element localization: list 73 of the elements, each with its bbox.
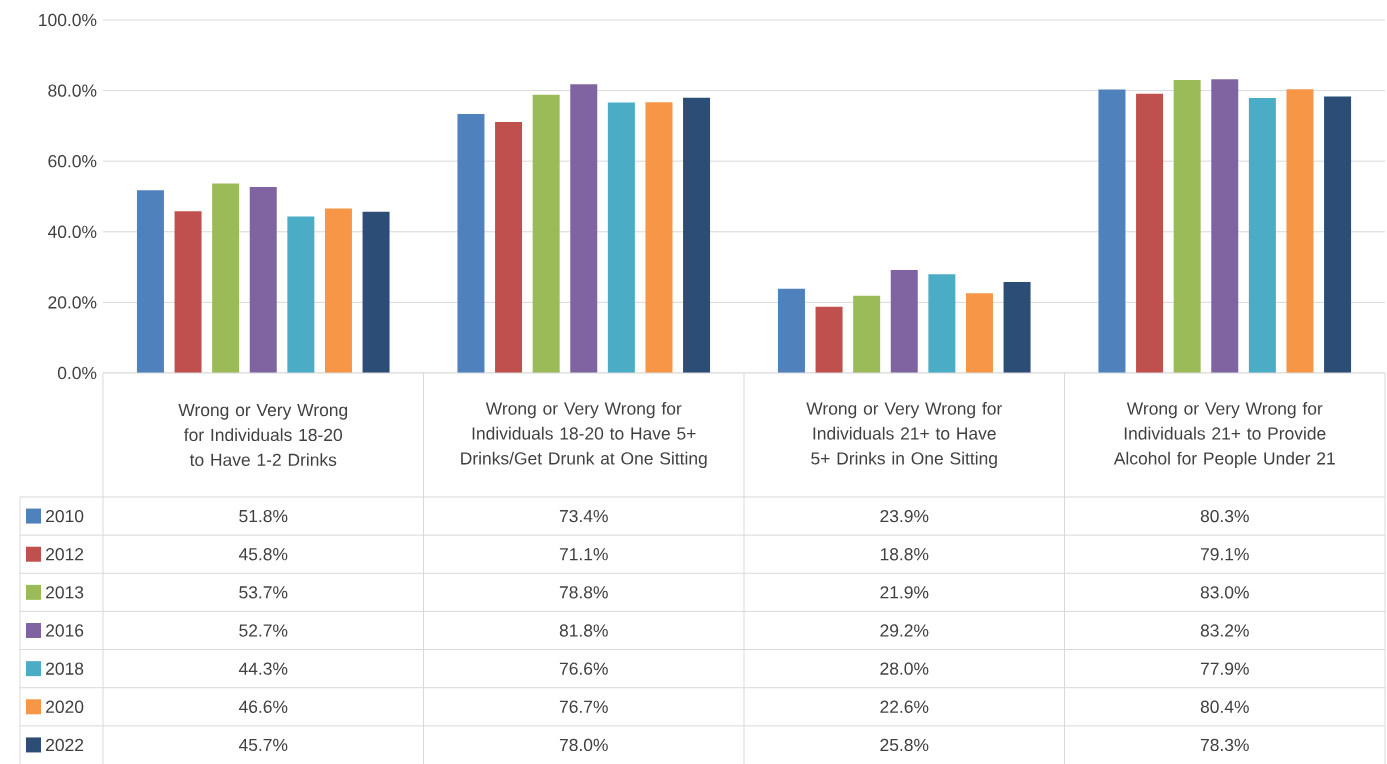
legend-label: 2012 (46, 548, 84, 561)
data-label: 18.8% (880, 548, 929, 561)
bar (212, 183, 240, 373)
bar (853, 295, 881, 373)
y-tick-label: 0.0% (57, 366, 97, 380)
x-tick-label: Wrong or Very Wrong for Individuals 21+ to Provide Alcohol for People Under 21 (1113, 401, 1335, 469)
bar (965, 293, 993, 373)
bar (777, 288, 805, 373)
legend-label: 2013 (46, 586, 84, 599)
data-label: 21.9% (880, 586, 929, 599)
bar (645, 102, 673, 373)
bar (495, 122, 523, 373)
data-label: 45.7% (238, 738, 288, 752)
data-label: 78.0% (559, 738, 608, 752)
data-label: 45.8% (238, 548, 288, 561)
bar (570, 84, 598, 373)
bar (1211, 79, 1239, 373)
data-label: 76.7% (559, 700, 608, 713)
bar (249, 186, 277, 373)
bar (1136, 93, 1164, 373)
legend-label: 2022 (46, 738, 84, 752)
data-label: 80.4% (1200, 700, 1249, 713)
bar (1098, 89, 1126, 373)
legend-label: 2018 (46, 662, 84, 675)
y-tick-label: 20.0% (48, 296, 97, 309)
bar (815, 306, 843, 373)
data-label: 46.6% (238, 700, 288, 713)
y-tick-label: 80.0% (48, 84, 97, 97)
bar (287, 216, 315, 373)
data-label: 51.8% (239, 509, 288, 523)
data-label: 73.4% (559, 509, 608, 523)
data-label: 71.1% (559, 548, 608, 561)
bar (1003, 281, 1031, 373)
y-tick-label: 100.0% (39, 13, 97, 27)
bar (928, 274, 956, 373)
bar (890, 269, 918, 373)
bar (1248, 98, 1276, 373)
y-tick-label: 40.0% (47, 225, 97, 238)
data-label: 25.8% (880, 738, 929, 752)
data-label: 23.9% (880, 509, 929, 523)
data-label: 53.7% (239, 586, 288, 599)
data-label: 78.8% (559, 586, 608, 599)
data-label: 52.7% (239, 624, 288, 637)
data-label: 80.3% (1200, 509, 1249, 523)
data-label: 29.2% (880, 624, 929, 637)
bar (1324, 96, 1352, 373)
x-tick-label: Wrong or Very Wrong for Individuals 21+ to Have 5+ Drinks in One Sitting (806, 401, 1002, 469)
y-tick-label: 60.0% (48, 155, 97, 168)
bar (1173, 80, 1201, 373)
data-label: 77.9% (1200, 662, 1249, 675)
legend-label: 2016 (46, 624, 84, 637)
bar (457, 113, 485, 373)
bar (1286, 89, 1314, 373)
bar (174, 211, 202, 373)
data-label: 83.0% (1200, 586, 1249, 599)
bar (607, 102, 635, 373)
data-label: 79.1% (1200, 548, 1249, 561)
data-label: 44.3% (238, 662, 288, 675)
bar (324, 208, 352, 373)
x-tick-label: Wrong or Very Wrong for Individuals 18-20 to Have 1-2 Drinks (178, 404, 348, 466)
bar (362, 211, 390, 373)
bar (532, 94, 560, 373)
data-label: 81.8% (559, 624, 608, 637)
legend-label: 2010 (46, 509, 84, 523)
data-label: 22.6% (880, 700, 929, 713)
data-label: 76.6% (559, 662, 608, 675)
bar (136, 190, 164, 373)
bar (683, 97, 711, 373)
data-label: 28.0% (880, 662, 929, 675)
legend-label: 2020 (46, 700, 84, 713)
x-tick-label: Wrong or Very Wrong for Individuals 18-20 to Have 5+ Drinks/Get Drunk at One Sitting (461, 401, 707, 469)
data-label: 83.2% (1200, 624, 1249, 637)
data-label: 78.3% (1200, 738, 1249, 752)
